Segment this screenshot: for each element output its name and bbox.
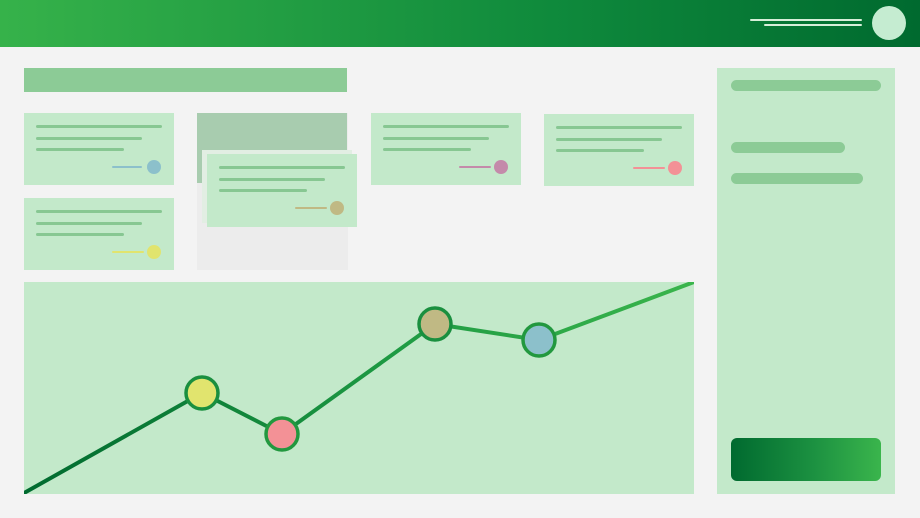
header-line-bottom [764, 24, 862, 26]
card-text-line [383, 137, 489, 140]
chart-point[interactable] [417, 306, 453, 342]
card-status-dot [494, 160, 508, 174]
details-sidebar [717, 68, 895, 494]
card-text-line [219, 189, 307, 192]
card-tag-line [112, 251, 144, 253]
sidebar-action-button[interactable] [731, 438, 881, 481]
header-menu-icon[interactable] [750, 16, 862, 28]
app-header [0, 0, 920, 47]
card-item[interactable] [544, 114, 694, 186]
avatar[interactable] [872, 6, 906, 40]
card-status-dot [147, 160, 161, 174]
card-text-line [36, 233, 124, 236]
card-text-line [219, 166, 345, 169]
sidebar-line-placeholder [731, 173, 863, 184]
chart-point[interactable] [521, 322, 557, 358]
card-text-line [36, 222, 142, 225]
card-text-line [556, 138, 662, 141]
trend-chart [24, 282, 694, 494]
card-text-line [219, 178, 325, 181]
card-text-line [36, 137, 142, 140]
card-status-dot [147, 245, 161, 259]
card-text-line [383, 148, 471, 151]
card-status-dot [330, 201, 344, 215]
trend-line [24, 282, 694, 494]
card-item[interactable] [371, 113, 521, 185]
card-item-dragging[interactable] [207, 154, 357, 227]
card-tag-line [295, 207, 327, 209]
header-line-top [750, 19, 862, 21]
page-title-placeholder [24, 68, 347, 92]
sidebar-line-placeholder [731, 142, 845, 153]
card-tag-line [459, 166, 491, 168]
card-text-line [36, 125, 162, 128]
card-status-dot [668, 161, 682, 175]
card-text-line [556, 149, 644, 152]
card-text-line [383, 125, 509, 128]
card-text-line [36, 210, 162, 213]
card-tag-line [633, 167, 665, 169]
chart-point[interactable] [264, 416, 300, 452]
card-item[interactable] [24, 198, 174, 270]
trend-chart-panel [24, 282, 694, 494]
card-text-line [36, 148, 124, 151]
chart-point[interactable] [184, 375, 220, 411]
card-text-line [556, 126, 682, 129]
card-item[interactable] [24, 113, 174, 185]
sidebar-heading-placeholder [731, 80, 881, 91]
card-tag-line [112, 166, 142, 168]
